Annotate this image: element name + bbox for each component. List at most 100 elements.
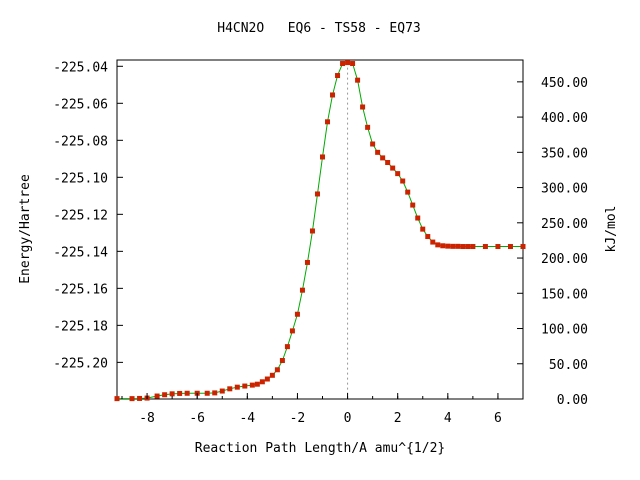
y-tick-label: -225.20 xyxy=(53,356,108,371)
data-point xyxy=(325,119,331,125)
data-point xyxy=(435,242,441,248)
data-point xyxy=(284,344,290,350)
x-tick-label: -4 xyxy=(239,411,255,426)
data-point xyxy=(455,243,461,249)
y-tick-label: -225.12 xyxy=(53,208,108,223)
data-point xyxy=(470,244,476,250)
data-point xyxy=(425,234,431,240)
data-point xyxy=(495,244,501,250)
data-point xyxy=(254,381,260,387)
y-tick-label: -225.10 xyxy=(53,171,108,186)
data-point xyxy=(445,243,451,249)
data-point xyxy=(400,178,406,184)
y2-tick-label: 50.00 xyxy=(549,358,588,373)
data-point xyxy=(482,244,488,250)
y2-tick-label: 150.00 xyxy=(541,287,588,302)
data-point xyxy=(330,92,336,98)
data-point xyxy=(294,311,300,317)
data-point xyxy=(162,392,168,398)
data-point xyxy=(465,244,471,250)
y-tick-label: -225.14 xyxy=(53,245,108,260)
y2-axis-label: kJ/mol xyxy=(604,206,619,253)
data-point xyxy=(269,372,275,378)
y-axis-label: Energy/Hartree xyxy=(18,174,33,284)
data-point xyxy=(264,376,270,382)
data-point xyxy=(335,73,341,79)
data-point xyxy=(114,396,120,402)
data-point xyxy=(365,124,371,130)
x-axis: -8 -6 -4 -2 0 2 4 6 xyxy=(121,393,524,426)
data-point xyxy=(314,191,320,197)
data-point xyxy=(204,390,210,396)
data-point xyxy=(410,202,416,208)
data-point xyxy=(299,287,305,293)
data-point xyxy=(249,382,255,388)
data-point xyxy=(184,390,190,396)
y-tick-label: -225.06 xyxy=(53,97,108,112)
data-point xyxy=(355,77,361,83)
y-tick-label: -225.18 xyxy=(53,319,108,334)
x-tick-label: 0 xyxy=(344,411,352,426)
data-point xyxy=(320,154,326,160)
y2-tick-label: 100.00 xyxy=(541,323,588,338)
data-point xyxy=(420,226,426,232)
data-point xyxy=(450,243,456,249)
data-point xyxy=(395,171,401,177)
data-point xyxy=(385,160,391,166)
y-tick-label: -225.16 xyxy=(53,282,108,297)
data-point xyxy=(430,239,436,245)
data-point xyxy=(274,367,280,373)
data-point xyxy=(507,244,513,250)
y2-tick-label: 400.00 xyxy=(541,111,588,126)
data-point xyxy=(289,328,295,334)
data-point xyxy=(177,390,183,396)
data-point xyxy=(259,379,265,385)
data-point xyxy=(129,396,135,402)
plot-area xyxy=(114,59,526,402)
data-point xyxy=(304,259,310,265)
data-point xyxy=(375,149,381,155)
x-tick-label: -2 xyxy=(290,411,306,426)
y-tick-label: -225.08 xyxy=(53,134,108,149)
y-axis-left: -225.04 -225.06 -225.08 -225.10 -225.12 -225.… xyxy=(53,60,123,371)
data-point xyxy=(309,228,315,234)
data-point xyxy=(234,384,240,390)
data-point xyxy=(279,358,285,364)
data-point xyxy=(169,391,175,397)
chart-title: H4CN2O EQ6 - TS58 - EQ73 xyxy=(217,21,421,36)
data-point xyxy=(380,155,386,161)
data-point xyxy=(390,165,396,171)
data-point xyxy=(360,104,366,110)
plot-frame xyxy=(116,59,524,400)
x-tick-label: 4 xyxy=(444,411,452,426)
data-point xyxy=(370,141,376,147)
data-point xyxy=(520,244,526,250)
data-point xyxy=(340,61,346,67)
y2-tick-label: 350.00 xyxy=(541,146,588,161)
data-point xyxy=(137,395,143,401)
y2-tick-label: 250.00 xyxy=(541,217,588,232)
data-point xyxy=(440,243,446,249)
data-point xyxy=(415,215,421,221)
series-points xyxy=(114,60,526,402)
x-axis-label: Reaction Path Length/A amu^{1/2} xyxy=(195,441,445,456)
data-point xyxy=(212,390,218,396)
y-tick-label: -225.04 xyxy=(53,60,108,75)
y2-tick-label: 450.00 xyxy=(541,76,588,91)
data-point xyxy=(405,189,411,195)
data-point xyxy=(227,386,233,392)
data-point xyxy=(242,383,248,389)
x-tick-label: 2 xyxy=(394,411,402,426)
data-point xyxy=(154,393,160,399)
y2-tick-label: 300.00 xyxy=(541,182,588,197)
data-point xyxy=(350,61,356,67)
data-point xyxy=(460,244,466,250)
data-point xyxy=(345,60,351,66)
x-tick-label: 6 xyxy=(494,411,502,426)
data-point xyxy=(219,388,225,394)
y2-tick-label: 200.00 xyxy=(541,252,588,267)
x-tick-label: -8 xyxy=(139,411,155,426)
series-line xyxy=(117,62,523,400)
x-tick-label: -6 xyxy=(189,411,205,426)
